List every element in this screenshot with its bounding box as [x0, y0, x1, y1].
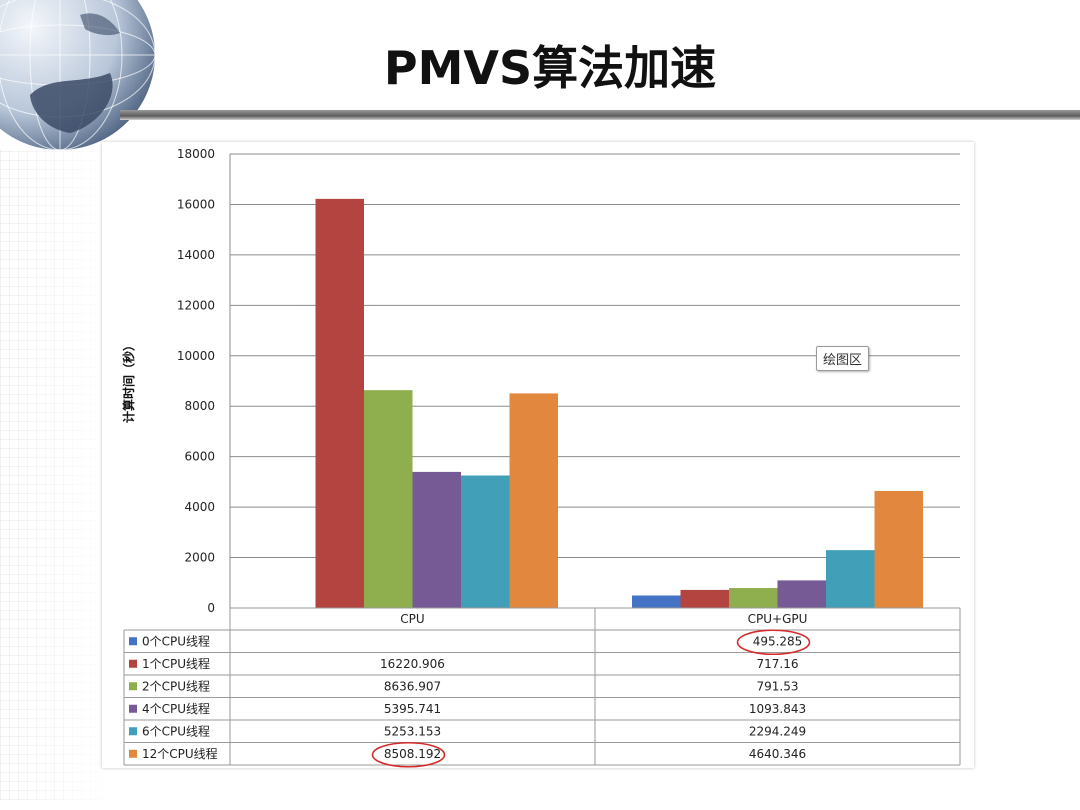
- y-tick-label: 12000: [177, 298, 215, 312]
- legend-label: 0个CPU线程: [142, 633, 210, 648]
- title-underline: [120, 110, 1080, 120]
- y-tick-label: 10000: [177, 349, 215, 363]
- y-tick-label: 2000: [184, 551, 215, 565]
- bar-1-0: [315, 198, 364, 608]
- plot-area-tooltip: 绘图区: [816, 346, 870, 371]
- data-label: 5395.741: [384, 702, 441, 716]
- data-label: 8508.192: [384, 747, 441, 761]
- legend-swatch: [129, 659, 137, 668]
- legend-label: 6个CPU线程: [142, 723, 210, 738]
- y-tick-label: 8000: [184, 399, 215, 413]
- y-tick-label: 0: [207, 601, 215, 615]
- legend-label: 2个CPU线程: [142, 678, 210, 693]
- bar-5-0: [509, 393, 558, 608]
- data-label: 1093.843: [749, 702, 806, 716]
- legend-swatch: [129, 637, 137, 646]
- bar-2-1: [729, 588, 778, 608]
- legend-label: 1个CPU线程: [142, 656, 210, 671]
- category-label: CPU+GPU: [748, 612, 808, 626]
- bar-2-0: [364, 390, 413, 608]
- bar-5-1: [874, 490, 923, 608]
- legend-label: 12个CPU线程: [142, 746, 218, 761]
- highlight-circle: [371, 741, 446, 768]
- bar-0-1: [632, 595, 681, 608]
- y-tick-label: 16000: [177, 197, 215, 211]
- data-label: 16220.906: [380, 657, 445, 671]
- legend-swatch: [129, 727, 137, 736]
- bar-4-1: [826, 550, 875, 608]
- legend-swatch: [129, 682, 137, 691]
- data-label: 4640.346: [749, 747, 806, 761]
- y-tick-label: 18000: [177, 147, 215, 161]
- data-label: 495.285: [753, 634, 803, 648]
- data-label: 8636.907: [384, 679, 441, 693]
- highlight-circle: [736, 629, 811, 656]
- bar-3-1: [777, 580, 826, 608]
- legend-label: 4个CPU线程: [142, 701, 210, 716]
- globe-logo: [0, 0, 160, 155]
- globe-graphic: [0, 0, 156, 151]
- data-label: 791.53: [757, 679, 799, 693]
- legend-swatch: [129, 704, 137, 713]
- slide-title: PMVS算法加速: [383, 41, 717, 95]
- category-label: CPU: [400, 612, 424, 626]
- bar-1-1: [680, 589, 729, 608]
- y-tick-label: 14000: [177, 248, 215, 262]
- legend-swatch: [129, 749, 137, 758]
- grid-decoration: [0, 150, 120, 800]
- y-tick-label: 6000: [184, 450, 215, 464]
- bar-3-0: [412, 471, 461, 608]
- y-tick-label: 4000: [184, 500, 215, 514]
- data-label: 717.16: [757, 657, 799, 671]
- bar-4-0: [461, 475, 510, 608]
- data-label: 2294.249: [749, 724, 806, 738]
- data-label: 5253.153: [384, 724, 441, 738]
- y-axis-label: 计算时间（秒）: [121, 339, 136, 423]
